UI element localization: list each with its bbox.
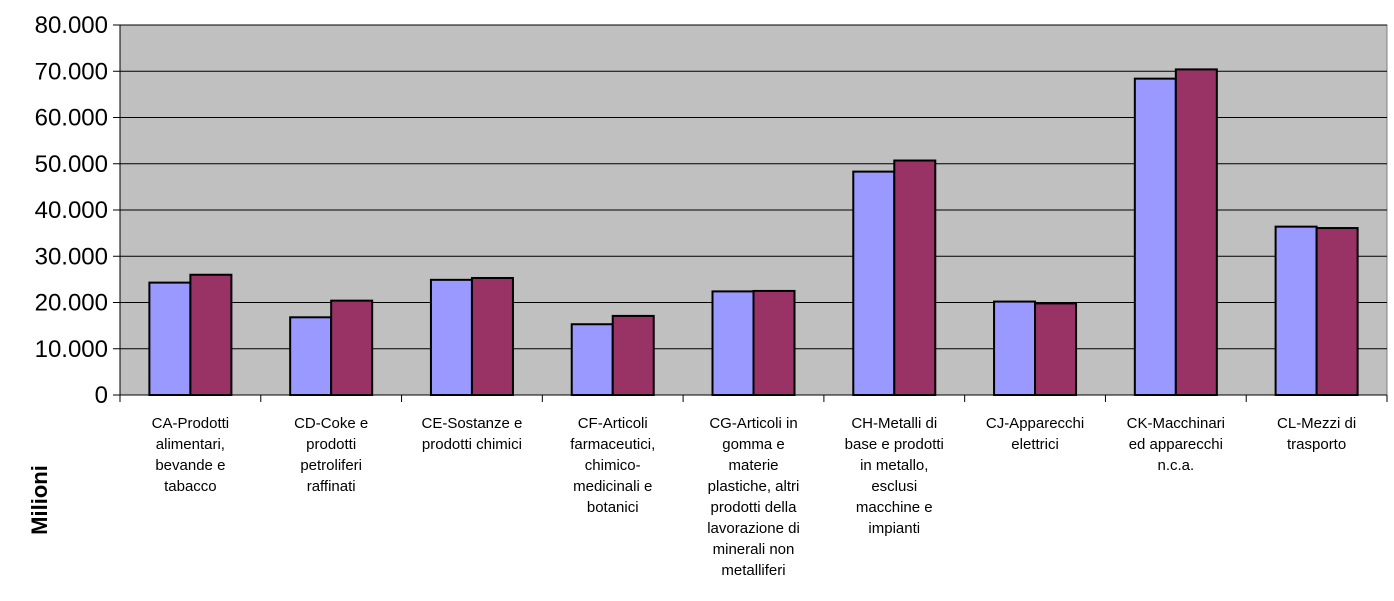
category-label-line: medicinali e [573, 478, 652, 495]
category-labels: CA-Prodotti alimentari, bevande e tabacco CD… [152, 415, 1357, 579]
bar-series-2 [1034, 302, 1078, 396]
bar-series-1 [289, 316, 333, 396]
category-label: CK-Macchinari ed apparecchi n.c.a. [1127, 415, 1225, 474]
y-tick-label: 50.000 [35, 151, 108, 178]
bar-series-2 [189, 273, 233, 396]
category-label-line: prodotti della [711, 499, 798, 516]
category-label: CL-Mezzi di trasporto [1277, 415, 1356, 453]
y-tick-label: 0 [95, 382, 108, 409]
bar-series-1 [1133, 77, 1177, 397]
y-tick-label: 20.000 [35, 290, 108, 317]
category-label-line: trasporto [1287, 436, 1346, 453]
bar-series-2 [893, 159, 937, 396]
category-label-line: CD-Coke e [294, 415, 368, 432]
category-label: CH-Metalli di base e prodotti in metallo, e… [845, 415, 944, 537]
y-tick-label: 60.000 [35, 105, 108, 132]
category-label-line: CK-Macchinari [1127, 415, 1225, 432]
category-label-line: CJ-Apparecchi [986, 415, 1084, 432]
category-label: CA-Prodotti alimentari, bevande e tabacco [152, 415, 230, 495]
category-label-line: botanici [587, 499, 639, 516]
category-label-line: prodotti chimici [422, 436, 522, 453]
bar-series-1 [711, 290, 755, 396]
category-label: CD-Coke e prodotti petroliferi raffinati [294, 415, 368, 495]
category-label-line: alimentari, [156, 436, 225, 453]
y-tick-label: 10.000 [35, 336, 108, 363]
bar-series-1 [429, 278, 473, 396]
category-label-line: CE-Sostanze e [421, 415, 522, 432]
category-label-line: esclusi [871, 478, 917, 495]
category-label-line: CA-Prodotti [152, 415, 230, 432]
category-label-line: petroliferi [300, 457, 362, 474]
category-label-line: materie [728, 457, 778, 474]
y-tick-label: 40.000 [35, 197, 108, 224]
category-label-line: chimico- [585, 457, 641, 474]
category-label-line: tabacco [164, 478, 217, 495]
category-label-line: raffinati [307, 478, 356, 495]
category-label-line: CF-Articoli [578, 415, 648, 432]
category-label-line: prodotti [306, 436, 356, 453]
bar-series-2 [330, 299, 374, 396]
category-label-line: CH-Metalli di [851, 415, 937, 432]
y-tick-label: 70.000 [35, 58, 108, 85]
y-tick-label: 80.000 [35, 12, 108, 39]
bar-series-1 [1274, 225, 1318, 396]
category-label: CG-Articoli in gomma e materie plastiche, a… [707, 415, 800, 579]
category-label: CE-Sostanze e prodotti chimici [421, 415, 522, 453]
y-axis-label: Milioni [27, 465, 52, 535]
category-label-line: farmaceutici, [570, 436, 655, 453]
category-label-line: impianti [868, 520, 920, 537]
y-tick-label: 30.000 [35, 243, 108, 270]
bar-series-1 [148, 281, 192, 396]
category-label: CJ-Apparecchi elettrici [986, 415, 1084, 453]
bar-series-2 [1315, 227, 1359, 396]
category-label-line: CL-Mezzi di [1277, 415, 1356, 432]
category-label-line: ed apparecchi [1129, 436, 1223, 453]
category-label-line: bevande e [155, 457, 225, 474]
category-label-line: in metallo, [860, 457, 928, 474]
bar-series-1 [993, 300, 1037, 397]
category-label-line: gomma e [722, 436, 785, 453]
category-label-line: base e prodotti [845, 436, 944, 453]
axes [113, 24, 1388, 402]
category-label: CF-Articoli farmaceutici, chimico-medicina… [570, 415, 655, 516]
category-label-line: elettrici [1011, 436, 1059, 453]
category-label-line: macchine e [856, 499, 933, 516]
bar-series-1 [852, 170, 896, 396]
bar-series-1 [570, 323, 614, 396]
category-label-line: metalliferi [721, 562, 785, 579]
bar-series-2 [752, 289, 796, 396]
category-label-line: plastiche, altri [708, 478, 800, 495]
category-label-line: CG-Articoli in [709, 415, 797, 432]
category-label-line: minerali non [713, 541, 795, 558]
bar-series-2 [1174, 68, 1218, 397]
category-label-line: n.c.a. [1157, 457, 1194, 474]
category-label-line: lavorazione di [707, 520, 800, 537]
y-tick-labels: 0 10.000 20.000 30.000 40.000 50.000 60.000 70.… [35, 12, 108, 409]
bar-series-2 [611, 314, 655, 397]
bars [148, 68, 1359, 397]
bar-series-2 [470, 276, 514, 396]
